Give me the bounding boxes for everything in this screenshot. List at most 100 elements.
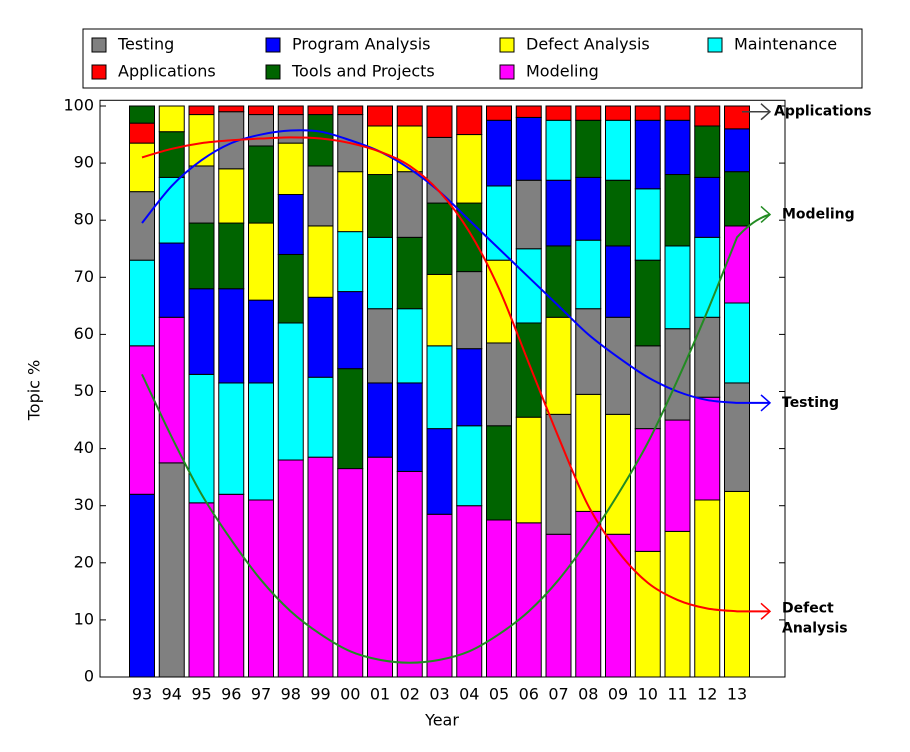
bar-segment (515, 105, 542, 118)
bar-segment (248, 299, 274, 384)
trend-arrow (760, 205, 772, 224)
bar-segment (337, 171, 364, 233)
bar-segment (426, 513, 453, 678)
bar-segment (188, 114, 215, 167)
bar-segment (218, 288, 245, 384)
bar-segment (218, 105, 245, 113)
bar-segment (575, 119, 602, 178)
x-tick-label: 00 (340, 685, 360, 704)
legend-swatch (499, 64, 515, 80)
bar-segment (456, 348, 483, 427)
x-tick-label: 13 (727, 685, 747, 704)
x-tick-label: 08 (578, 685, 598, 704)
bar-segment (545, 105, 572, 121)
legend-swatch (707, 37, 723, 53)
bar-segment (129, 259, 155, 347)
bar-segment (515, 179, 542, 250)
bar-segment (426, 136, 453, 204)
bar-segment (456, 134, 483, 204)
bar-segment (664, 245, 691, 330)
bar-segment (486, 105, 512, 121)
bar-segment (248, 145, 274, 224)
bar-segment (248, 499, 274, 678)
bar-segment (634, 119, 661, 190)
plot-frame (99, 99, 786, 678)
bar-segment (515, 522, 542, 678)
trend-label: Defect (782, 600, 834, 616)
bar-segment (396, 470, 423, 678)
x-tick-label: 12 (697, 685, 717, 704)
bar-segment (218, 493, 245, 678)
bar-segment (515, 416, 542, 524)
x-tick-label: 02 (400, 685, 420, 704)
y-tick-label: 50 (74, 381, 94, 400)
x-tick-label: 09 (608, 685, 628, 704)
bar-segment (456, 271, 483, 350)
bar-segment (575, 176, 602, 241)
legend-label: Program Analysis (292, 35, 431, 54)
x-tick-label: 96 (221, 685, 241, 704)
bar-segment (694, 236, 721, 318)
bar-segment (188, 502, 215, 678)
y-tick-label: 0 (84, 667, 94, 686)
y-tick-label: 10 (74, 609, 94, 628)
bar-segment (337, 231, 364, 293)
legend-box (82, 28, 863, 89)
bar-segment (277, 114, 304, 144)
bar-segment (307, 225, 334, 298)
trend-label: Modeling (782, 206, 855, 222)
bar-segment (188, 373, 215, 504)
bar-segment (158, 242, 185, 318)
bar-segment (188, 165, 215, 224)
bar-segment (605, 179, 631, 247)
y-axis-label: Topic % (25, 360, 44, 422)
y-tick-label: 70 (74, 267, 94, 286)
bar-segment (248, 105, 274, 116)
x-tick-label: 10 (638, 685, 658, 704)
bar-segment (396, 308, 423, 384)
y-tick-label: 80 (74, 210, 94, 229)
bar-segment (277, 142, 304, 196)
trend-arrow (760, 394, 772, 412)
bar-segment (486, 519, 512, 678)
bar-segment (545, 413, 572, 535)
legend-label: Modeling (526, 62, 599, 81)
x-tick-label: 93 (132, 685, 152, 704)
bar-segment (307, 165, 334, 227)
bar-segment (307, 376, 334, 458)
bar-segment (634, 259, 661, 347)
bar-segment (605, 105, 631, 121)
trend-line (141, 129, 770, 404)
bar-segment (248, 114, 274, 147)
bar-segment (396, 236, 423, 310)
bar-segment (664, 119, 691, 176)
bar-segment (307, 456, 334, 678)
bar-segment (426, 105, 453, 138)
bar-segment (367, 125, 393, 176)
bar-segment (545, 316, 572, 415)
x-tick-label: 97 (251, 685, 271, 704)
bar-segment (575, 239, 602, 310)
bar-segment (307, 105, 334, 116)
bar-segment (426, 345, 453, 430)
annotation-arrowhead (760, 103, 772, 121)
bar-segment (158, 316, 185, 464)
x-axis-label: Year (424, 711, 459, 730)
x-tick-label: 11 (667, 685, 687, 704)
bar-segment (248, 222, 274, 301)
x-tick-label: 04 (459, 685, 479, 704)
y-tick-label: 90 (74, 153, 94, 172)
bar-segment (367, 236, 393, 310)
bar-segment (129, 105, 155, 124)
bar-segment (337, 105, 364, 116)
bar-segment (158, 131, 185, 178)
bar-segment (248, 382, 274, 501)
bar-segment (575, 393, 602, 512)
bar-segment (188, 222, 215, 290)
legend-swatch (91, 37, 107, 53)
bar-segment (307, 296, 334, 378)
bar-segment (634, 345, 661, 430)
bar-segment (664, 174, 691, 247)
bar-segment (337, 468, 364, 678)
x-tick-label: 01 (370, 685, 390, 704)
